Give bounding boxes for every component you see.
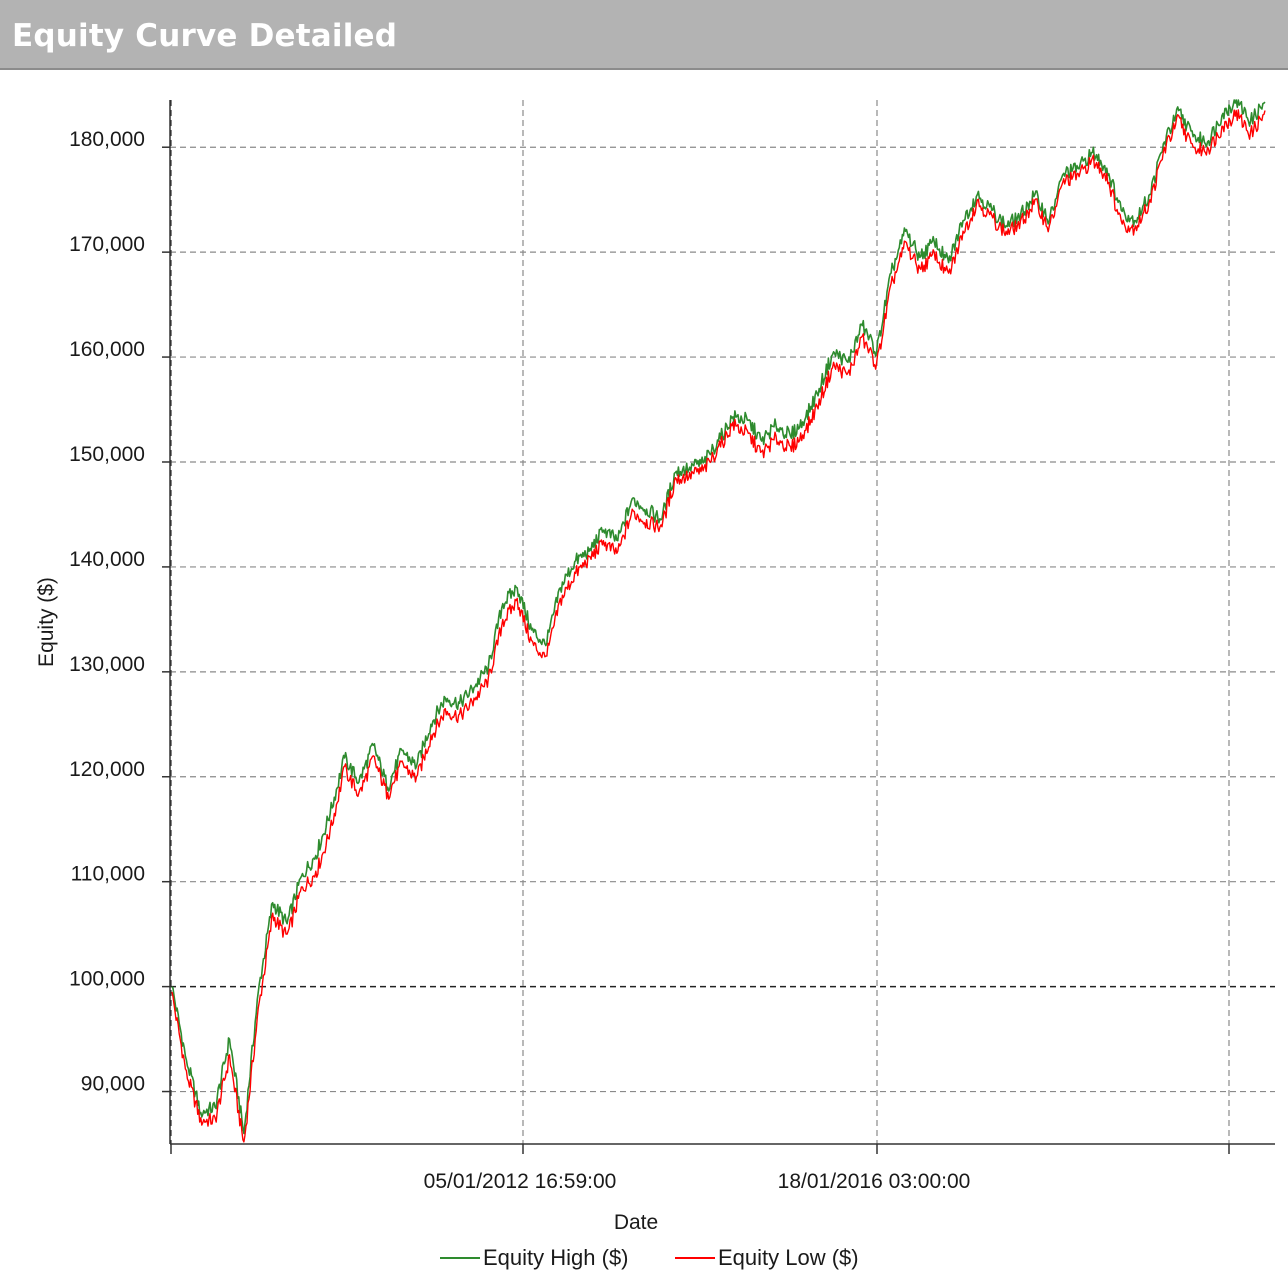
y-tick-label: 160,000 — [69, 338, 145, 361]
y-axis-label: Equity ($) — [35, 577, 58, 667]
grid — [170, 100, 1275, 1144]
legend-item-equity-low[interactable]: Equity Low ($) — [675, 1240, 859, 1276]
legend-swatch-red — [675, 1257, 715, 1259]
legend-swatch-green — [440, 1257, 480, 1259]
x-tick-label: 18/01/2016 03:00:00 — [778, 1170, 971, 1193]
y-tick-label: 150,000 — [69, 443, 145, 466]
legend-label: Equity Low ($) — [718, 1245, 859, 1270]
y-tick-label: 180,000 — [69, 128, 145, 151]
series-layer — [171, 99, 1266, 1143]
title-bar: Equity Curve Detailed — [0, 0, 1288, 70]
y-tick-label: 120,000 — [69, 758, 145, 781]
legend-label: Equity High ($) — [483, 1245, 629, 1270]
y-tick-label: 90,000 — [81, 1073, 145, 1096]
x-axis-label: Date — [614, 1211, 658, 1234]
series-equity-low — [171, 109, 1266, 1143]
window-title: Equity Curve Detailed — [12, 18, 398, 54]
legend-item-equity-high[interactable]: Equity High ($) — [440, 1240, 629, 1276]
tick-labels: 90,000 100,000 110,000 120,000 130,000 140,00… — [69, 128, 970, 1193]
x-tick-label: 05/01/2012 16:59:00 — [424, 1170, 617, 1193]
y-tick-label: 140,000 — [69, 548, 145, 571]
series-equity-high — [171, 99, 1266, 1135]
y-tick-label: 100,000 — [69, 968, 145, 991]
y-tick-label: 110,000 — [71, 863, 145, 886]
y-tick-label: 170,000 — [69, 233, 145, 256]
equity-chart: 90,000 100,000 110,000 120,000 130,000 140,00… — [35, 99, 1275, 1234]
legend: Equity High ($) Equity Low ($) — [0, 1240, 1288, 1276]
y-tick-label: 130,000 — [69, 653, 145, 676]
axes — [162, 100, 1275, 1154]
